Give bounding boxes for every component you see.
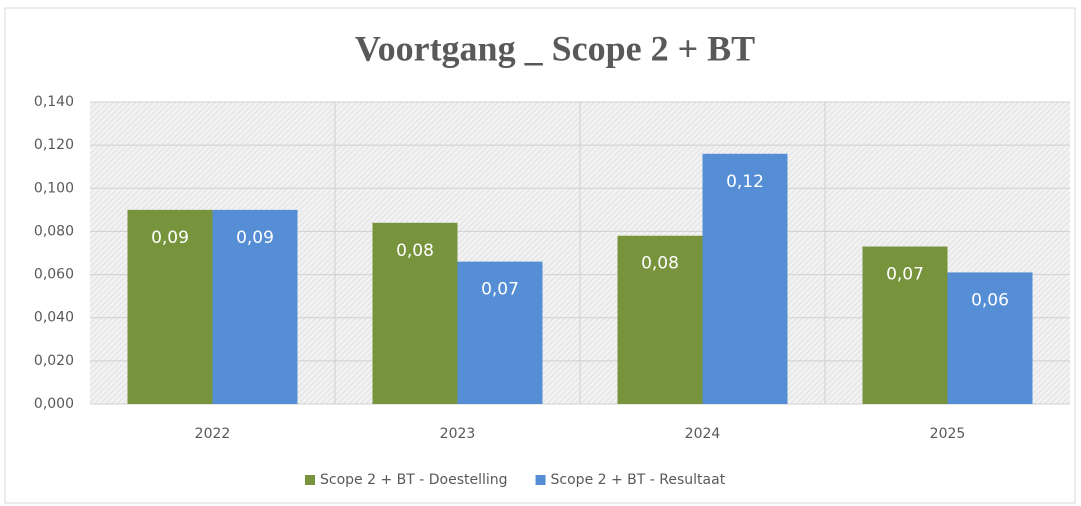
- legend-label: Scope 2 + BT - Resultaat: [551, 472, 726, 488]
- value-label: 0,09: [151, 228, 189, 248]
- value-label: 0,09: [236, 228, 274, 248]
- legend-swatch: [535, 475, 546, 485]
- value-label: 0,07: [481, 280, 519, 300]
- value-label: 0,07: [886, 265, 924, 285]
- y-tick-label: 0,120: [34, 137, 74, 153]
- y-tick-label: 0,100: [34, 180, 74, 196]
- bar: [127, 209, 213, 404]
- y-tick-label: 0,060: [34, 267, 74, 283]
- bar: [702, 153, 788, 404]
- y-tick-label: 0,000: [34, 396, 74, 412]
- bar: [617, 235, 703, 404]
- x-tick-label: 2023: [440, 426, 476, 442]
- y-tick-label: 0,080: [34, 223, 74, 239]
- bar: [947, 272, 1033, 404]
- chart-title: Voortgang _ Scope 2 + BT: [355, 28, 755, 68]
- y-tick-label: 0,020: [34, 353, 74, 369]
- value-label: 0,08: [641, 254, 679, 274]
- legend-label: Scope 2 + BT - Doestelling: [320, 472, 508, 488]
- value-label: 0,12: [726, 172, 764, 192]
- legend-swatch: [305, 475, 315, 485]
- y-tick-label: 0,140: [34, 94, 74, 110]
- x-tick-label: 2024: [685, 426, 721, 442]
- bar: [212, 209, 298, 404]
- x-tick-label: 2022: [195, 426, 231, 442]
- bar: [457, 261, 543, 404]
- bar: [862, 246, 948, 404]
- bar: [372, 222, 458, 404]
- value-label: 0,08: [396, 241, 434, 261]
- x-tick-label: 2025: [930, 426, 966, 442]
- y-tick-label: 0,040: [34, 310, 74, 326]
- value-label: 0,06: [971, 290, 1009, 310]
